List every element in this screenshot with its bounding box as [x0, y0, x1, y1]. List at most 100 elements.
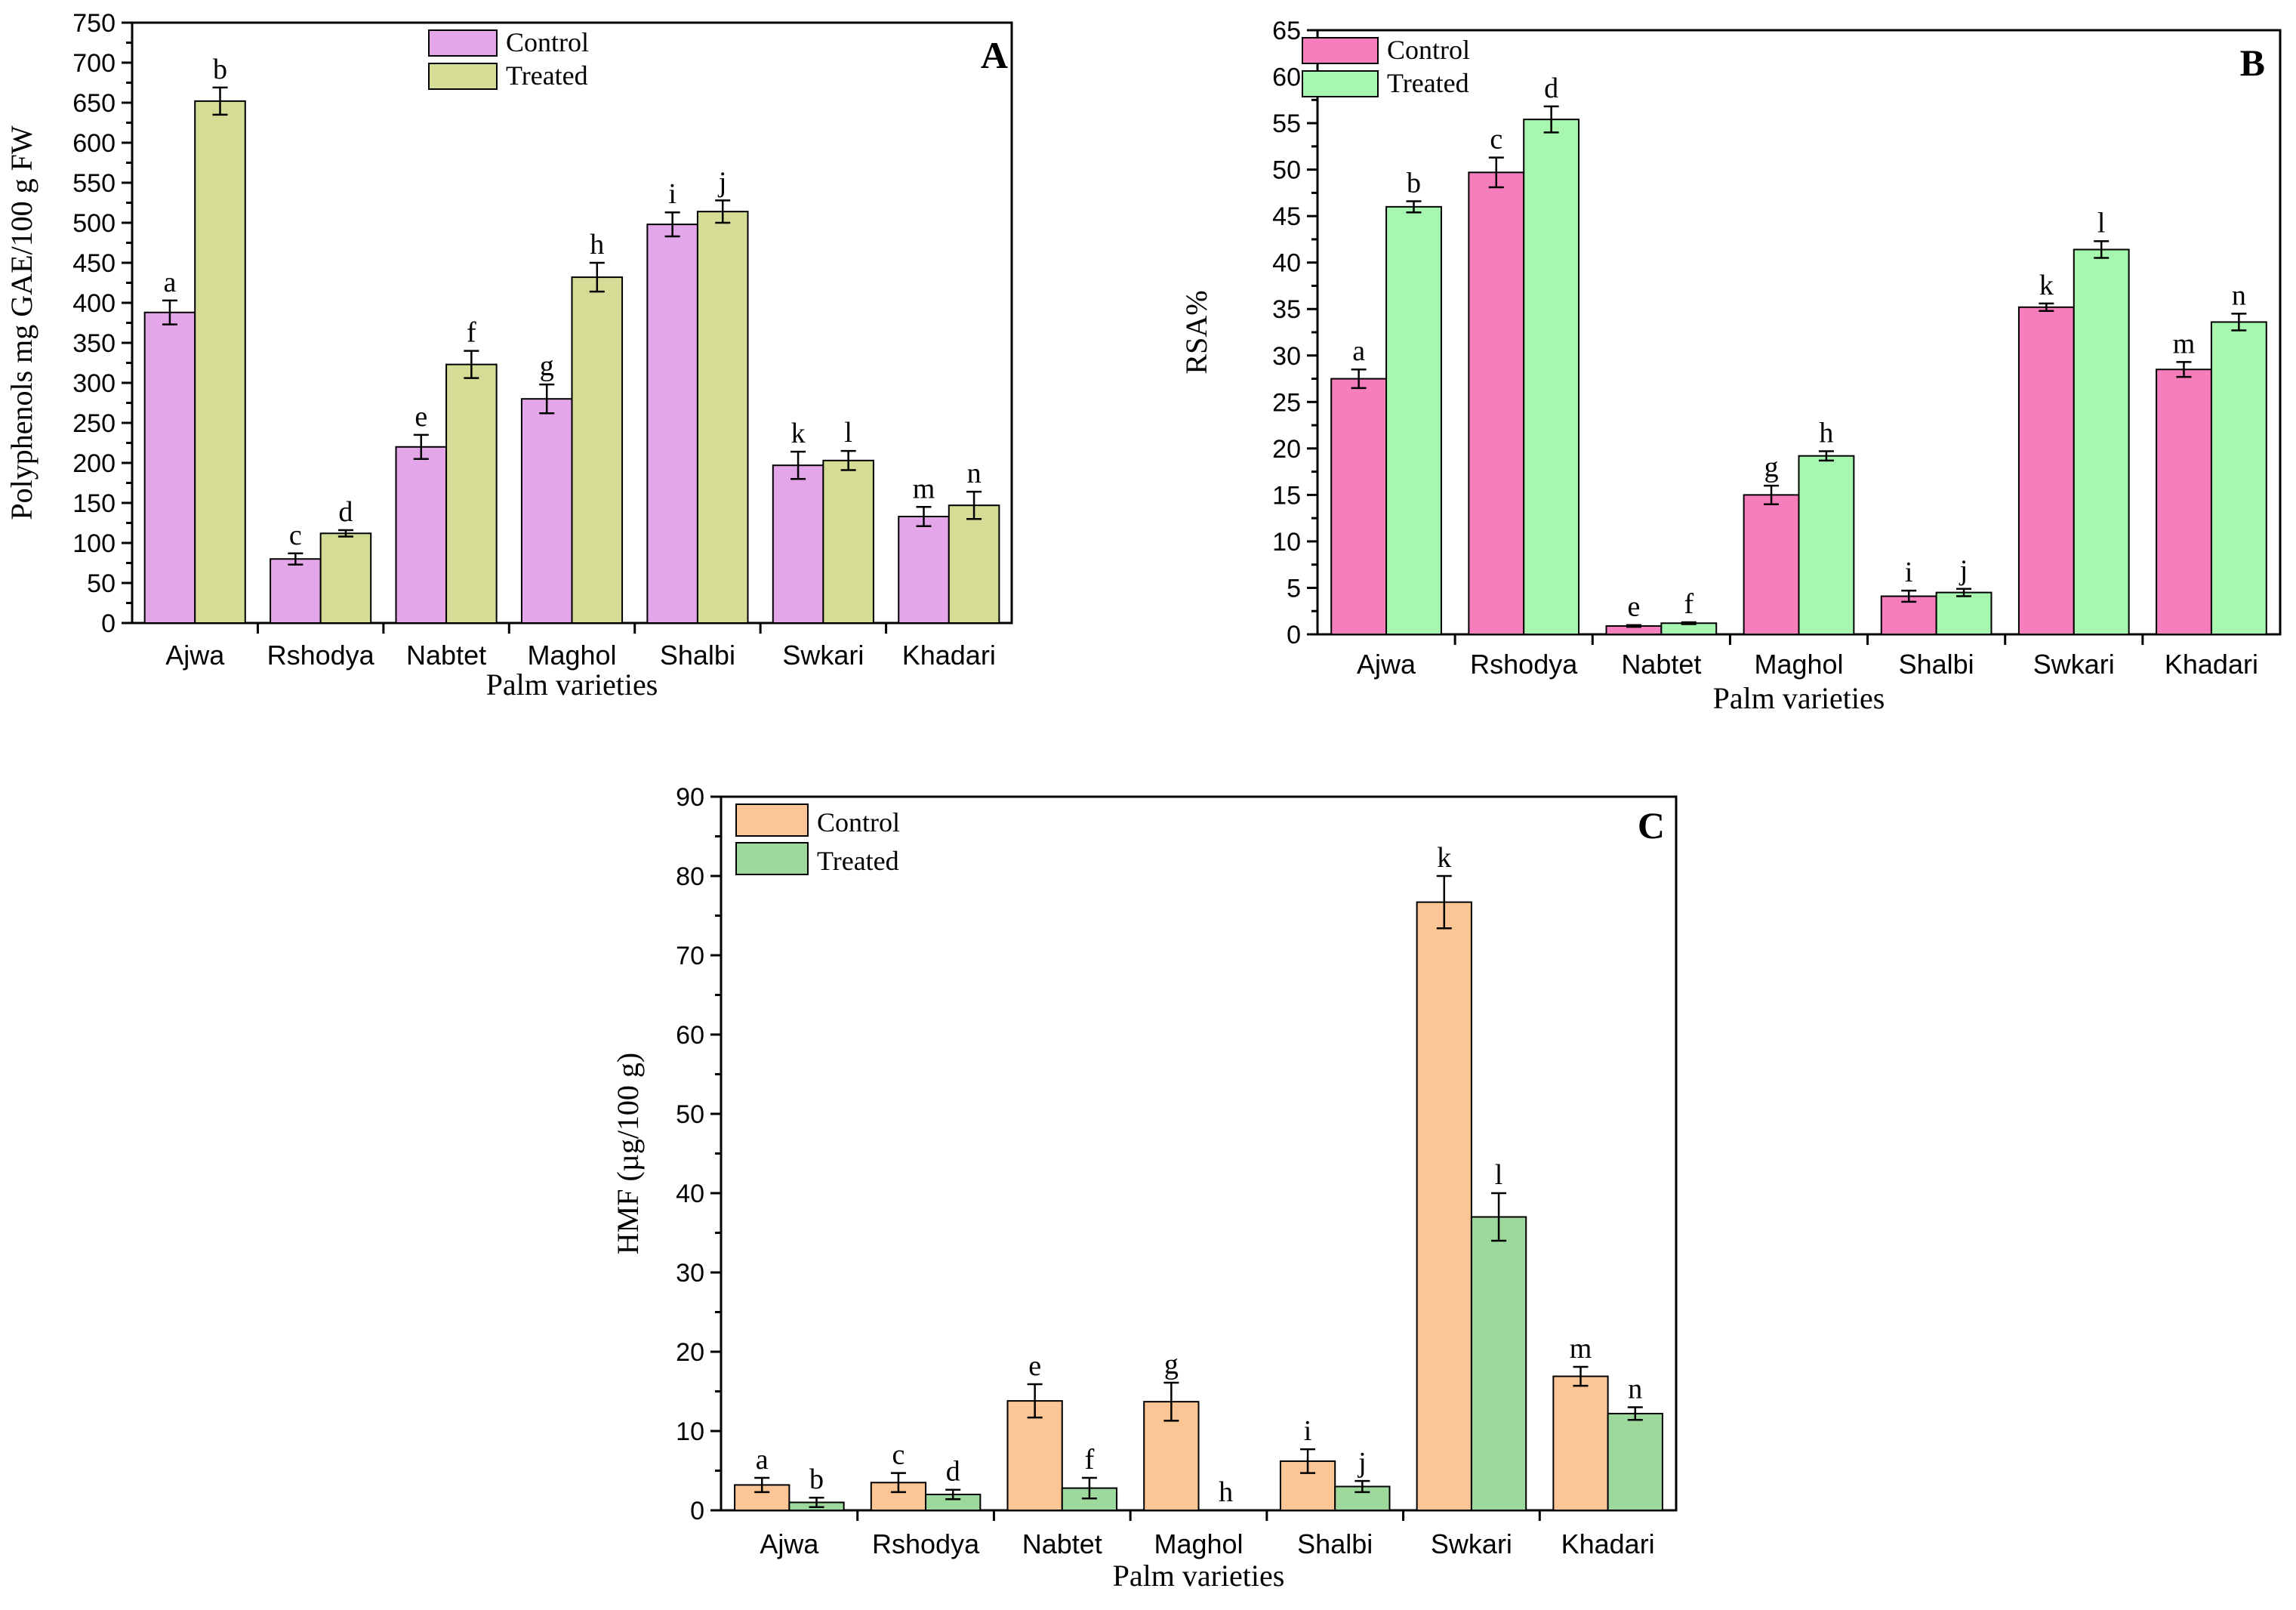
panel-label-b: B: [2240, 42, 2265, 84]
significance-letter-c: c: [892, 1439, 905, 1471]
y-tick-label-b: 65: [1272, 17, 1301, 45]
legend-label-a-control: Control: [506, 27, 589, 57]
bar-c-control-rshodya: [870, 1482, 927, 1511]
y-tick-label-a: 250: [72, 409, 116, 438]
y-tick-label-b: 55: [1272, 109, 1301, 138]
significance-letter-b: f: [1684, 588, 1693, 620]
x-tick-label-c: Maghol: [1154, 1528, 1243, 1559]
bar-a-control-maghol: [520, 398, 573, 624]
significance-letter-c: g: [1164, 1349, 1179, 1380]
significance-letter-b: e: [1627, 591, 1640, 623]
y-tick-label-c: 90: [676, 783, 704, 812]
y-tick-label-a: 650: [72, 89, 116, 118]
y-tick-label-a: 350: [72, 329, 116, 358]
y-tick-label-b: 40: [1272, 249, 1301, 278]
x-tick-label-a: Shalbi: [660, 640, 735, 671]
bar-a-control-nabtet: [395, 446, 448, 624]
legend-label-c-treated: Treated: [817, 846, 899, 876]
legend-swatch-a-treated: [428, 63, 498, 90]
y-axis-title-b: RSA%: [1179, 290, 1213, 374]
significance-letter-a: k: [791, 418, 806, 449]
y-tick-label-a: 700: [72, 49, 116, 78]
x-tick-label-a: Nabtet: [406, 640, 486, 671]
bar-b-treated-maghol: [1798, 455, 1855, 636]
panel-label-a: A: [981, 34, 1008, 76]
significance-letter-b: i: [1905, 557, 1913, 588]
y-tick-label-c: 80: [676, 862, 704, 891]
legend-swatch-c-control: [735, 803, 809, 837]
bar-a-treated-shalbi: [696, 211, 749, 625]
x-tick-label-b: Swkari: [2033, 649, 2115, 680]
y-tick-label-b: 5: [1287, 574, 1301, 603]
y-tick-label-a: 400: [72, 289, 116, 318]
x-tick-label-c: Ajwa: [760, 1528, 819, 1559]
bar-c-control-swkari: [1416, 901, 1472, 1511]
x-tick-label-c: Rshodya: [872, 1528, 980, 1559]
significance-letter-a: c: [289, 520, 302, 551]
significance-letter-c: n: [1628, 1374, 1642, 1405]
significance-letter-a: a: [163, 267, 176, 298]
y-tick-label-a: 600: [72, 129, 116, 158]
significance-letter-a: e: [415, 401, 427, 433]
y-tick-label-a: 200: [72, 449, 116, 478]
legend-swatch-a-control: [428, 29, 498, 57]
y-tick-label-b: 25: [1272, 388, 1301, 417]
legend-label-b-treated: Treated: [1387, 68, 1469, 98]
significance-letter-b: a: [1352, 335, 1365, 367]
y-tick-label-b: 0: [1287, 621, 1301, 649]
significance-letter-c: l: [1495, 1159, 1503, 1191]
bar-b-treated-ajwa: [1385, 205, 1442, 636]
y-tick-label-b: 45: [1272, 202, 1301, 231]
y-tick-label-b: 30: [1272, 342, 1301, 371]
significance-letter-c: b: [809, 1463, 824, 1495]
bar-c-treated-swkari: [1470, 1216, 1527, 1511]
y-tick-label-b: 20: [1272, 435, 1301, 464]
bar-b-control-khadari: [2156, 369, 2212, 635]
legend-label-b-control: Control: [1387, 35, 1470, 65]
legend-swatch-b-control: [1302, 37, 1379, 64]
bar-a-control-ajwa: [143, 311, 196, 624]
bar-b-treated-khadari: [2210, 321, 2267, 635]
x-axis-title-c: Palm varieties: [1113, 1559, 1285, 1593]
y-axis-title-c: HMF (µg/100 g): [611, 1053, 645, 1255]
bar-b-control-swkari: [2017, 306, 2075, 635]
y-tick-label-c: 40: [676, 1180, 704, 1208]
y-tick-label-a: 750: [72, 9, 116, 38]
x-tick-label-a: Maghol: [527, 640, 616, 671]
x-tick-label-a: Ajwa: [165, 640, 225, 671]
significance-letter-c: e: [1028, 1350, 1041, 1382]
significance-letter-a: h: [590, 229, 604, 261]
y-tick-label-a: 500: [72, 209, 116, 238]
chart-panel-b: 0 5 10 15 20 25 30 35 40 45 50 55 60 65 Ajwa Rshodya Nab…: [1179, 17, 2282, 715]
x-tick-label-c: Swkari: [1431, 1528, 1512, 1559]
significance-letter-b: j: [1959, 555, 1968, 587]
significance-letter-c: j: [1357, 1447, 1367, 1479]
x-tick-label-c: Nabtet: [1022, 1528, 1102, 1559]
y-tick-label-b: 15: [1272, 481, 1301, 510]
x-axis-title-b: Palm varieties: [1713, 681, 1885, 715]
y-tick-label-b: 60: [1272, 63, 1301, 92]
x-tick-label-b: Rshodya: [1470, 649, 1578, 680]
bar-b-treated-shalbi: [1935, 591, 1992, 635]
x-tick-label-c: Shalbi: [1297, 1528, 1373, 1559]
bar-a-treated-swkari: [822, 459, 874, 624]
legend-swatch-b-treated: [1302, 70, 1379, 97]
significance-letter-c: a: [756, 1444, 769, 1476]
x-tick-label-b: Nabtet: [1621, 649, 1701, 680]
y-tick-label-c: 50: [676, 1100, 704, 1129]
significance-letter-b: k: [2039, 270, 2054, 301]
significance-letter-a: m: [913, 473, 935, 504]
bar-b-control-maghol: [1743, 494, 1800, 636]
significance-letter-b: h: [1819, 418, 1833, 449]
x-tick-label-a: Khadari: [902, 640, 996, 671]
significance-letter-b: d: [1544, 72, 1558, 104]
bar-a-control-shalbi: [646, 224, 698, 624]
y-tick-label-a: 100: [72, 529, 116, 558]
significance-letter-b: m: [2173, 328, 2196, 359]
x-tick-label-b: Ajwa: [1357, 649, 1416, 680]
legend-swatch-c-treated: [735, 842, 809, 875]
significance-letter-c: i: [1304, 1415, 1312, 1447]
panel-label-c: C: [1638, 804, 1665, 847]
y-tick-label-a: 450: [72, 249, 116, 278]
chart-panel-a: 0 50 100 150 200 250 300 350 400 450 500 550 600 650 7…: [5, 9, 1013, 702]
